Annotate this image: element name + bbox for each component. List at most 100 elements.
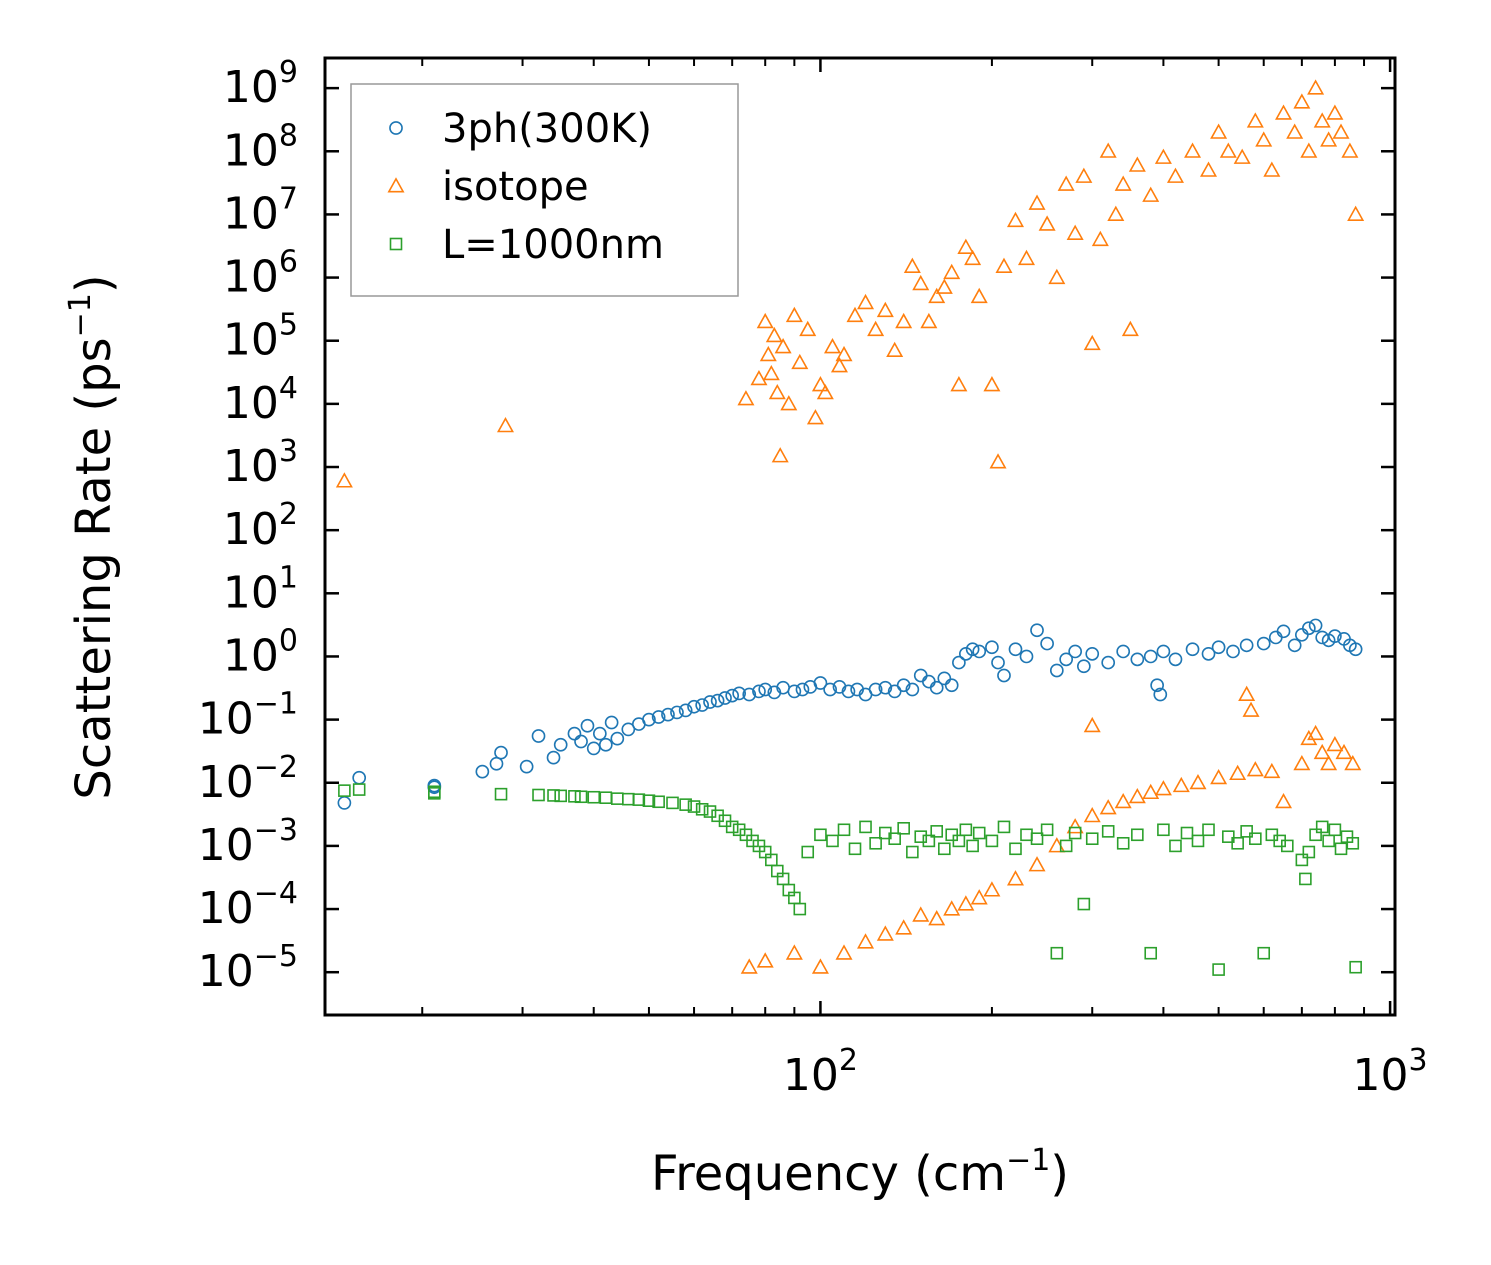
y-tick-label: 10−2 [198,750,298,808]
data-point-triangle [867,320,885,337]
data-point-triangle [1335,743,1353,760]
data-point-triangle [957,238,975,254]
y-tick-label: 10−1 [198,687,298,745]
data-point-circle [1101,655,1116,670]
data-point-triangle [903,257,921,273]
data-point-circle [1239,638,1254,653]
data-point-triangle [1028,194,1046,210]
x-axis-ticks: 102 103 [421,58,1428,1101]
data-point-triangle [970,889,988,905]
y-tick-label: 10−3 [198,813,298,871]
data-point-square [494,787,508,801]
data-point-triangle [756,312,774,329]
data-point-circle [787,684,802,699]
data-point-circle [1276,624,1291,639]
data-point-square [338,784,351,797]
data-point-square [814,828,827,842]
series-triangle [335,79,1365,974]
data-point-circle [732,686,747,701]
data-point-triangle [1313,112,1331,128]
data-point-triangle [989,453,1007,469]
data-point-triangle [957,895,975,911]
data-point-triangle [830,357,848,373]
data-point-triangle [1326,735,1344,752]
data-point-triangle [1066,224,1084,240]
data-point-circle [1287,638,1302,653]
data-point-square [966,839,979,853]
data-point-circle [1085,646,1100,661]
data-point-triangle [1099,799,1117,815]
data-point-triangle [759,345,777,362]
data-point-circle [531,729,546,743]
data-point-circle [991,655,1005,670]
data-point-triangle [876,925,894,941]
data-point-triangle [1048,268,1066,285]
data-point-square [587,790,601,804]
data-point-circle [1130,652,1145,667]
data-point-triangle [1293,754,1311,771]
data-point-square [568,790,581,803]
data-point-triangle [1332,123,1350,139]
data-point-triangle [1293,93,1311,109]
data-point-triangle [895,312,913,329]
data-point-triangle [1347,205,1365,221]
data-point-square [972,826,986,840]
data-point-circle [586,741,601,756]
data-point-triangle [774,338,792,354]
data-point-triangle [785,944,803,960]
data-point-circle [494,745,508,760]
x-tick-label: 102 [783,1043,858,1101]
data-point-triangle [857,933,875,949]
data-point-circle [758,682,773,697]
data-point-square [652,795,665,809]
y-tick-label: 10−4 [198,876,298,934]
data-point-circle [1201,646,1216,661]
data-point-circle [795,682,810,697]
legend-label: isotope [442,164,589,210]
data-point-square [952,834,966,848]
data-point-circle [1116,644,1131,659]
data-point-triangle [912,906,930,922]
legend-items: 3ph(300K) isotope L=1000nm [387,106,664,268]
data-point-square [914,830,928,843]
data-point-square [1077,897,1091,911]
data-point-circle [621,722,636,737]
data-point-square [1315,820,1329,834]
data-point-circle [937,671,952,686]
data-point-circle [604,715,619,730]
data-point-square [922,834,936,848]
data-point-circle [905,682,920,697]
data-point-triangle [1189,773,1207,790]
data-point-square [547,789,560,802]
data-point-circle [742,687,757,702]
data-point-square [1257,946,1271,960]
data-point-triangle [964,249,982,266]
data-point-square [1009,842,1022,856]
data-point-circle [1153,687,1168,702]
data-point-triangle [970,287,988,304]
y-tick-label: 105 [223,308,298,366]
data-point-square [725,820,739,834]
data-point-triangle [1200,161,1218,177]
data-point-square [632,793,646,806]
x-axis-title-main: Frequency (cm [651,1146,1006,1202]
data-point-square [985,834,999,848]
data-point-circle [710,693,725,708]
y-tick-label: 102 [223,497,298,555]
legend-label: 3ph(300K) [442,106,652,152]
data-point-triangle [1006,870,1025,886]
data-point-triangle [1344,754,1362,771]
data-point-triangle [1114,175,1132,191]
data-point-circle [598,737,613,752]
data-point-square [574,790,588,804]
data-point-square [959,823,973,837]
data-point-square [687,800,701,813]
y-axis-title: Scattering Rate (ps−1) [63,274,122,799]
data-point-square [695,802,709,816]
data-point-triangle [780,395,798,411]
data-point-square [906,845,919,859]
x-axis-title-sup: −1 [1006,1143,1050,1178]
data-point-square [897,822,910,835]
data-point-triangle [1219,142,1237,158]
